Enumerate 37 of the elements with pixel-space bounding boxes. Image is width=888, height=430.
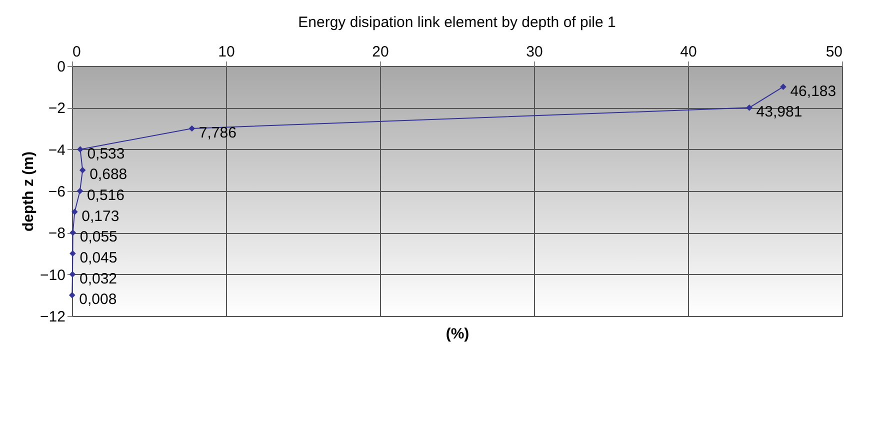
annotation: 0,173 [82,208,120,225]
x-tick-label: 0 [72,44,81,60]
y-tick-label: −2 [48,100,66,118]
annotation: 0,533 [87,145,125,162]
annotation: 0,045 [80,250,118,266]
point [76,188,84,194]
point [70,250,76,257]
y-axis-title: depth z (m) [20,152,38,232]
point [70,230,76,236]
annotation: 0,008 [79,291,117,308]
point [68,292,76,298]
point [746,104,752,111]
point [77,146,84,152]
annotation: 0,688 [90,166,128,184]
point [69,271,76,278]
annotation: 0,032 [79,270,118,288]
x-axis-title: (%) [446,326,470,342]
point [780,84,786,90]
x-tick-label: 30 [526,44,543,60]
annotation: 43,981 [756,104,802,121]
x-tick-label: 40 [680,44,697,60]
point [72,208,78,215]
point [79,167,86,174]
annotation: 46,183 [790,82,836,100]
y-tick-label: 0 [57,58,66,76]
chart-title: Energy disipation link element by depth of pile 1 [298,14,616,31]
x-tick-label: 10 [218,44,235,60]
point [188,125,196,132]
y-tick-label: −8 [48,225,66,242]
x-tick-label: 20 [372,44,389,60]
annotation: 0,055 [80,228,118,246]
x-tick-label: 50 [826,44,842,60]
annotation: 0,516 [86,187,124,204]
y-tick-label: −4 [48,142,66,159]
y-tick-label: −10 [40,266,66,284]
y-tick-label: −6 [48,184,66,200]
y-tick-label: −12 [40,308,66,326]
